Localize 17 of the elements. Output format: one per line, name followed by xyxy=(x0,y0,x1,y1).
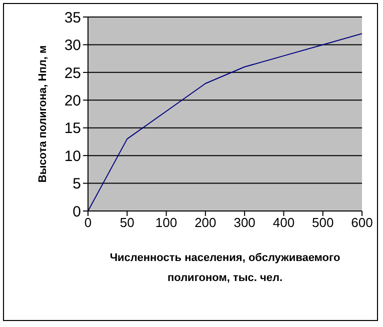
x-tick-label: 300 xyxy=(234,215,256,230)
x-tick-label: 50 xyxy=(120,215,134,230)
y-tick-label: 10 xyxy=(64,148,81,165)
y-tick-label: 20 xyxy=(64,92,81,110)
y-tick-label: 30 xyxy=(64,37,81,54)
x-tick-label: 100 xyxy=(155,215,178,230)
y-tick-label: 5 xyxy=(72,176,81,193)
x-axis-title: Численность населения, обслуживаемого полигоном, тыс. чел. xyxy=(108,251,342,286)
y-tick-label: 15 xyxy=(64,120,81,138)
y-tick-label: 35 xyxy=(64,9,81,26)
y-axis-title: Высота полигона, Нпл, м xyxy=(36,45,49,183)
x-tick-label: 400 xyxy=(272,215,295,230)
x-tick-label: 500 xyxy=(312,215,334,230)
y-tick-label: 25 xyxy=(64,64,81,82)
x-tick-label: 600 xyxy=(351,215,373,230)
x-tick-label: 200 xyxy=(194,215,216,230)
x-tick-label: 0 xyxy=(84,215,92,230)
